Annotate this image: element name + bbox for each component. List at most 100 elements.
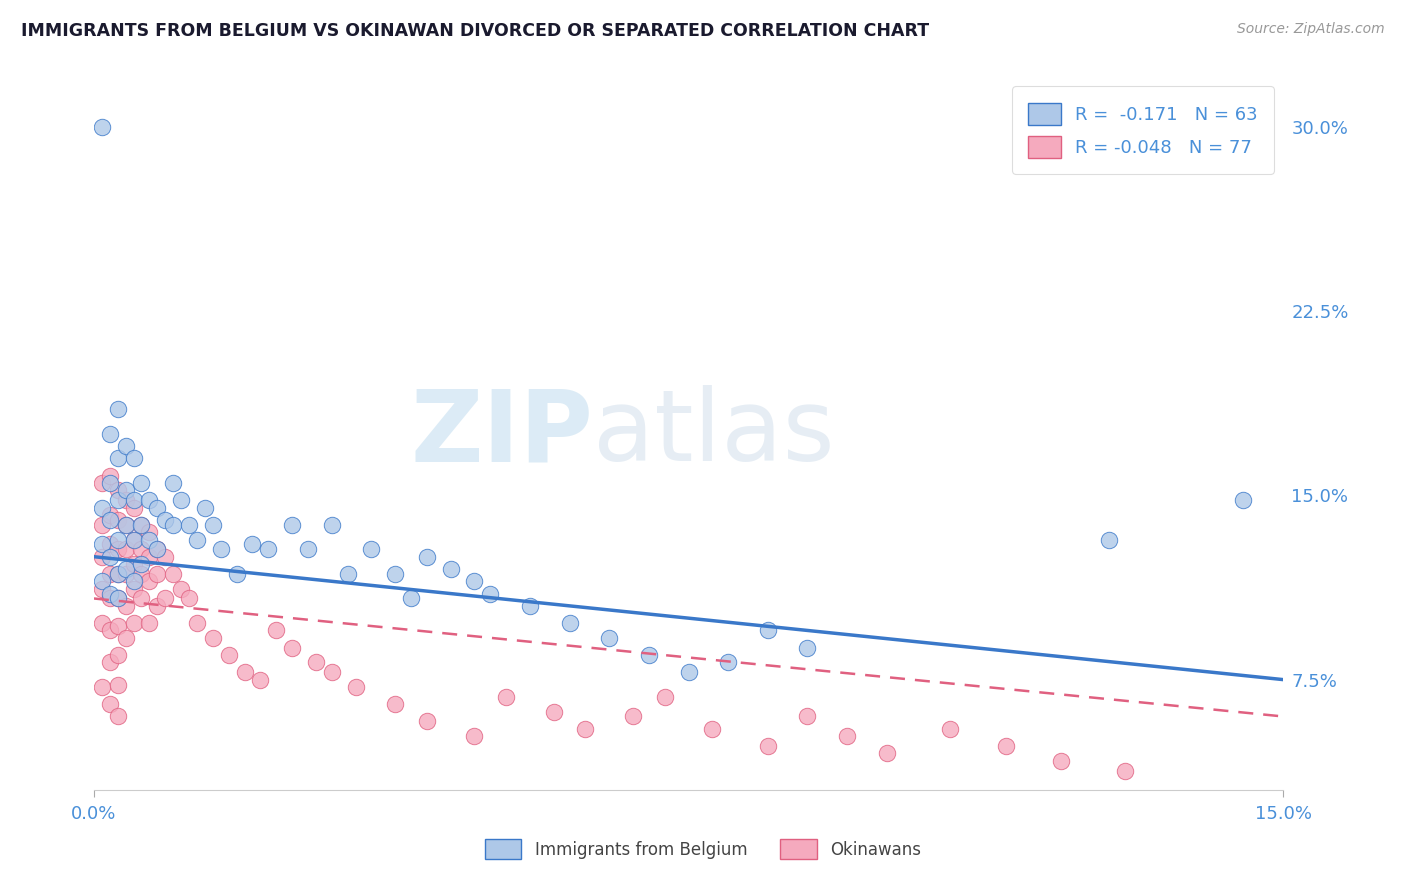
Point xyxy=(90,574,112,589)
Point xyxy=(98,586,121,600)
Point xyxy=(131,475,153,490)
Point xyxy=(107,402,129,417)
Point xyxy=(107,533,129,547)
Point xyxy=(399,591,422,606)
Point xyxy=(114,493,136,508)
Point xyxy=(98,513,121,527)
Point xyxy=(90,549,112,564)
Point xyxy=(146,542,169,557)
Point xyxy=(876,747,898,761)
Legend: Immigrants from Belgium, Okinawans: Immigrants from Belgium, Okinawans xyxy=(477,830,929,868)
Point xyxy=(122,451,145,466)
Point xyxy=(543,705,565,719)
Point xyxy=(416,714,439,729)
Point xyxy=(225,566,247,581)
Point xyxy=(122,574,145,589)
Point xyxy=(107,648,129,662)
Point xyxy=(138,525,160,540)
Point xyxy=(155,513,177,527)
Point xyxy=(107,483,129,498)
Point xyxy=(131,591,153,606)
Point xyxy=(257,542,280,557)
Text: atlas: atlas xyxy=(593,385,835,483)
Point xyxy=(98,426,121,441)
Point xyxy=(90,680,112,694)
Point xyxy=(177,591,200,606)
Point xyxy=(796,640,818,655)
Point xyxy=(519,599,541,613)
Point xyxy=(717,656,740,670)
Point xyxy=(186,616,208,631)
Point xyxy=(98,566,121,581)
Point xyxy=(114,542,136,557)
Point xyxy=(114,566,136,581)
Point xyxy=(994,739,1017,753)
Point xyxy=(155,549,177,564)
Point xyxy=(107,566,129,581)
Point xyxy=(186,533,208,547)
Point xyxy=(131,557,153,571)
Point xyxy=(146,542,169,557)
Point xyxy=(138,549,160,564)
Point xyxy=(107,566,129,581)
Point xyxy=(122,557,145,571)
Point xyxy=(107,451,129,466)
Point xyxy=(305,656,328,670)
Point xyxy=(98,549,121,564)
Point xyxy=(98,508,121,522)
Point xyxy=(1098,533,1121,547)
Point xyxy=(138,493,160,508)
Point xyxy=(654,690,676,704)
Point xyxy=(114,517,136,532)
Point xyxy=(122,493,145,508)
Point xyxy=(281,640,304,655)
Point xyxy=(107,493,129,508)
Point xyxy=(90,517,112,532)
Point xyxy=(122,533,145,547)
Point xyxy=(344,680,367,694)
Point xyxy=(138,533,160,547)
Point xyxy=(638,648,661,662)
Point xyxy=(98,624,121,638)
Point xyxy=(218,648,240,662)
Point xyxy=(162,517,184,532)
Point xyxy=(90,475,112,490)
Point xyxy=(242,537,264,551)
Point xyxy=(281,517,304,532)
Point xyxy=(114,483,136,498)
Point xyxy=(98,475,121,490)
Text: IMMIGRANTS FROM BELGIUM VS OKINAWAN DIVORCED OR SEPARATED CORRELATION CHART: IMMIGRANTS FROM BELGIUM VS OKINAWAN DIVO… xyxy=(21,22,929,40)
Point xyxy=(479,586,502,600)
Point xyxy=(249,673,271,687)
Point xyxy=(146,500,169,515)
Point xyxy=(138,574,160,589)
Point xyxy=(146,566,169,581)
Point xyxy=(440,562,463,576)
Point xyxy=(107,542,129,557)
Point xyxy=(384,566,406,581)
Point xyxy=(321,665,343,680)
Point xyxy=(201,517,224,532)
Point xyxy=(146,599,169,613)
Point xyxy=(598,631,620,645)
Point xyxy=(495,690,517,704)
Point xyxy=(201,631,224,645)
Point xyxy=(756,624,779,638)
Point xyxy=(114,517,136,532)
Point xyxy=(756,739,779,753)
Point xyxy=(170,582,193,596)
Point xyxy=(162,566,184,581)
Point xyxy=(90,537,112,551)
Point xyxy=(1050,754,1073,768)
Point xyxy=(939,722,962,736)
Point xyxy=(98,591,121,606)
Point xyxy=(98,468,121,483)
Point xyxy=(138,616,160,631)
Point xyxy=(90,120,112,134)
Point xyxy=(336,566,359,581)
Point xyxy=(384,697,406,711)
Point xyxy=(360,542,382,557)
Point xyxy=(463,729,485,743)
Point xyxy=(170,493,193,508)
Point xyxy=(114,562,136,576)
